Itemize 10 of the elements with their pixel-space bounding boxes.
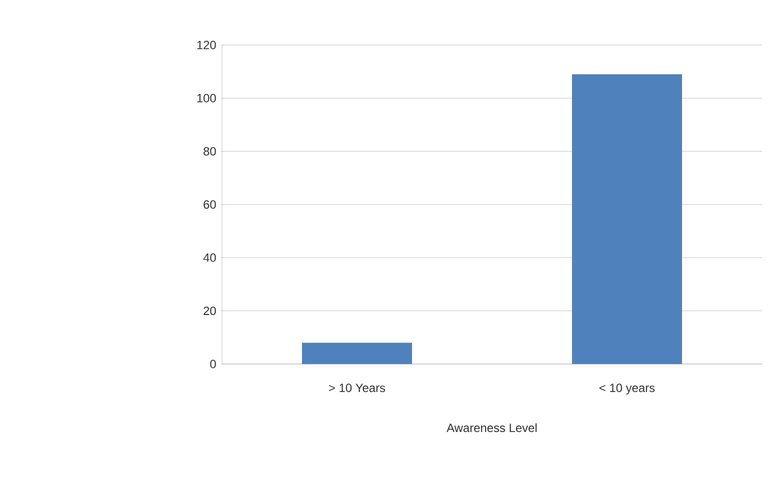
- y-tick-label: 0: [210, 360, 216, 368]
- x-tick-label: > 10 Years: [329, 384, 386, 392]
- y-tick-label: 40: [203, 253, 216, 262]
- y-tick-label: 60: [204, 200, 216, 209]
- y-tick-label: 120: [197, 40, 216, 50]
- y-tick-label: 20: [204, 306, 216, 316]
- x-tick-label: < 10 years: [600, 384, 655, 394]
- x-axis-title: Awareness Level: [446, 423, 537, 432]
- y-tick-label: 80: [204, 147, 216, 156]
- y-tick-label: 100: [197, 94, 216, 102]
